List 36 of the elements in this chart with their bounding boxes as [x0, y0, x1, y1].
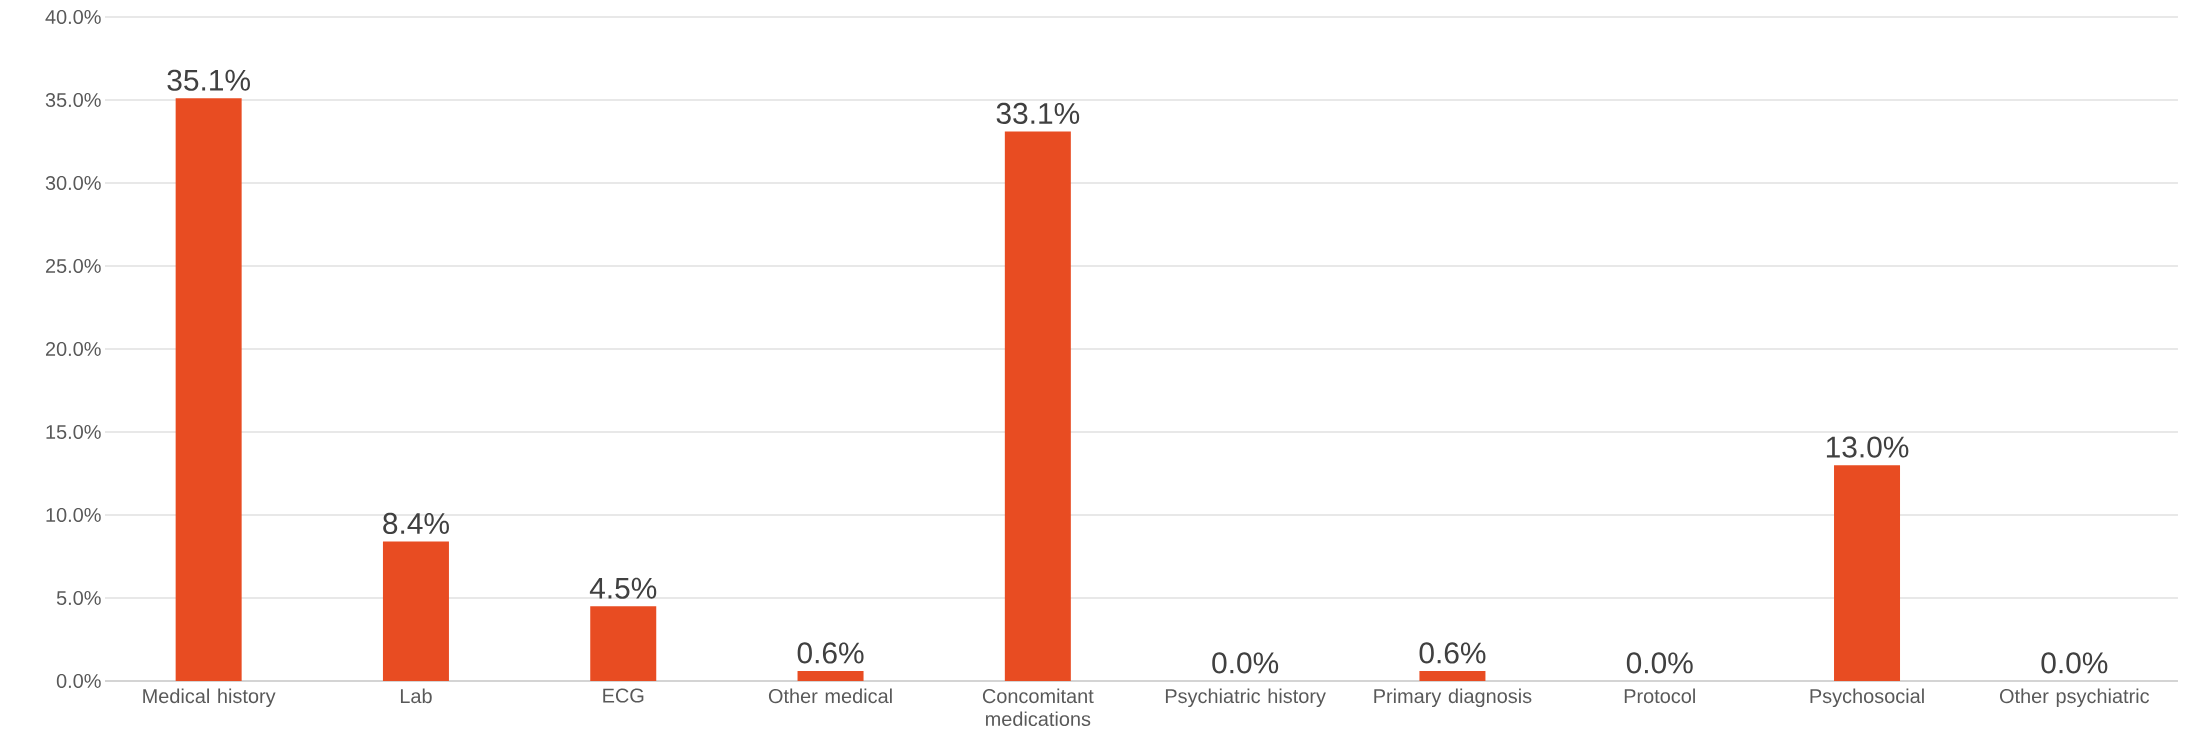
x-tick-label: Primary diagnosis — [1374, 688, 1532, 708]
data-label: 13.0% — [1826, 436, 1909, 458]
bar — [175, 98, 242, 681]
x-tick-label: Lab — [400, 688, 432, 704]
y-tick-label: 15.0% — [46, 424, 101, 440]
data-label: 8.4% — [383, 512, 449, 535]
y-tick-label: 40.0% — [45, 9, 101, 25]
x-tick-label: Other psychiatric — [1999, 688, 2150, 708]
data-label: 0.0% — [2041, 652, 2108, 674]
data-label: 0.0% — [1626, 652, 1693, 674]
x-tick-label: Medical history — [143, 688, 276, 708]
bar — [382, 541, 449, 681]
x-tick-label: Psychosocial — [1810, 688, 1924, 708]
data-label: 4.5% — [589, 577, 657, 599]
y-tick-label: 35.0% — [45, 92, 101, 108]
bar — [1419, 671, 1486, 681]
bar — [1004, 131, 1071, 681]
data-label: 0.0% — [1212, 652, 1279, 674]
data-label: 35.1% — [167, 69, 250, 91]
x-tick-label: Psychiatric history — [1165, 688, 1326, 708]
x-tick-label: Other medical — [768, 688, 892, 704]
y-tick-label: 30.0% — [45, 175, 101, 191]
bar — [1834, 465, 1901, 681]
bar — [797, 671, 864, 681]
x-tick-label: Concomitant medications — [982, 688, 1094, 727]
data-label: 0.6% — [1419, 642, 1486, 664]
y-tick-label: 10.0% — [46, 507, 101, 523]
y-tick-label: 25.0% — [45, 258, 101, 274]
data-label: 33.1% — [996, 102, 1080, 125]
y-tick-label: 20.0% — [45, 341, 101, 357]
x-tick-label: Protocol — [1624, 688, 1695, 704]
y-tick-label: 5.0% — [56, 590, 101, 606]
data-label: 0.6% — [797, 642, 864, 664]
x-tick-label: ECG — [603, 688, 644, 703]
y-tick-label: 0.0% — [56, 673, 101, 689]
bar — [590, 606, 657, 681]
